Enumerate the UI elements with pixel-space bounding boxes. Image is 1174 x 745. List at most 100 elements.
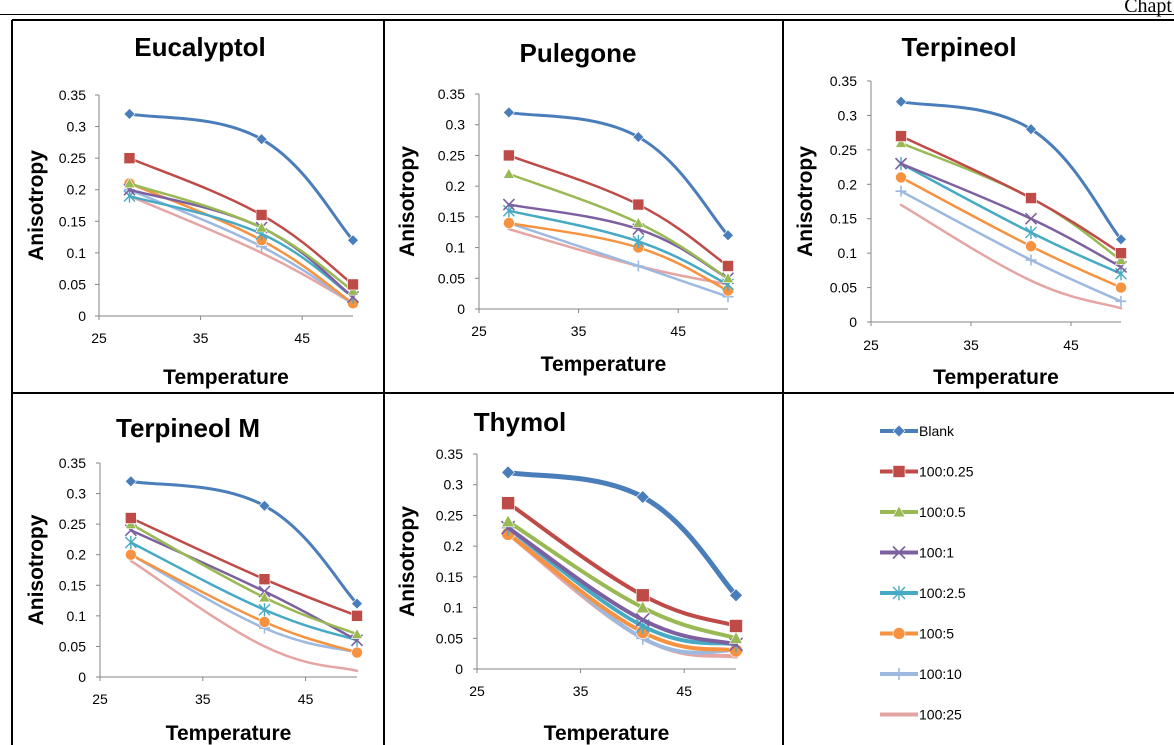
data-point	[258, 616, 271, 628]
x-tick-label: 35	[571, 323, 587, 339]
legend-label: 100:25	[919, 707, 962, 723]
y-tick-label: 0.3	[444, 477, 464, 493]
y-tick-label: 0.35	[59, 455, 86, 471]
x-tick-label: 35	[573, 683, 589, 699]
x-axis-label: Temperature	[166, 722, 292, 745]
y-tick-label: 0.2	[446, 178, 466, 194]
series-100-25	[128, 194, 355, 305]
data-point	[351, 610, 363, 622]
series-100-2-5	[124, 535, 363, 647]
legend-label: 100:10	[919, 666, 962, 682]
data-point	[895, 95, 907, 108]
series-blank	[895, 95, 1127, 246]
x-tick-label: 45	[1063, 337, 1079, 353]
y-tick-label: 0.1	[838, 245, 858, 261]
y-axis-label: Anisotropy	[396, 146, 419, 257]
legend-item-100-25: 100:25	[880, 707, 962, 723]
y-axis-label: Anisotropy	[25, 514, 48, 625]
series-line	[129, 559, 359, 673]
series-100-0-5	[124, 518, 364, 639]
legend-item-100-5: 100:5	[880, 626, 954, 642]
x-tick-label: 35	[193, 330, 209, 346]
data-point	[501, 496, 515, 510]
legend-item-100-2-5: 100:2.5	[880, 585, 966, 601]
y-tick-label: 0.25	[59, 150, 86, 166]
y-tick-label: 0.1	[67, 608, 87, 624]
y-tick-label: 0.3	[446, 117, 466, 133]
data-point	[895, 130, 907, 142]
y-tick-label: 0.2	[67, 547, 87, 563]
chart-title: Thymol	[474, 407, 566, 437]
legend-marker	[892, 424, 906, 438]
series-100-0-5	[501, 514, 744, 644]
x-tick-label: 25	[92, 691, 108, 707]
data-point	[255, 133, 268, 146]
y-tick-label: 0.15	[438, 209, 465, 225]
y-tick-label: 0.15	[59, 577, 86, 593]
data-point	[347, 278, 359, 291]
data-point	[351, 597, 363, 610]
series-line	[127, 112, 355, 242]
data-point	[635, 588, 650, 603]
series-100-5	[895, 171, 1127, 294]
data-point	[635, 600, 650, 614]
legend-item-100-0-5: 100:0.5	[880, 504, 966, 520]
y-axis-label: Anisotropy	[794, 146, 817, 257]
data-point	[255, 209, 268, 221]
data-point	[125, 548, 137, 561]
data-point	[632, 234, 645, 249]
y-tick-label: 0.3	[67, 486, 87, 502]
data-point	[635, 612, 650, 627]
data-point	[1025, 192, 1037, 204]
series-line	[128, 194, 355, 305]
series-blank	[502, 106, 734, 242]
series-line	[899, 141, 1123, 262]
series-line	[506, 525, 738, 647]
y-tick-label: 0.25	[436, 507, 463, 523]
y-axis-label: Anisotropy	[25, 150, 48, 261]
y-tick-label: 0	[849, 314, 857, 330]
chart-terpineol: 0 0.05 0.1 0.15 0.2 0.25 0.3 0.35 25 35 45 Terpineo…	[794, 32, 1128, 389]
legend: Blank 100:0.25 100:0.5 100:1 100:2.5 100:5 100…	[880, 423, 974, 723]
legend-label: 100:0.5	[919, 504, 966, 520]
running-header: Chapt	[1124, 0, 1172, 17]
y-tick-label: 0	[78, 308, 86, 324]
series-100-1	[894, 157, 1128, 273]
data-point	[502, 106, 515, 119]
series-100-0-25	[895, 130, 1127, 259]
series-line	[129, 553, 359, 654]
data-point	[1115, 233, 1127, 246]
data-point	[1025, 240, 1037, 253]
data-point	[502, 198, 515, 211]
data-point	[1115, 247, 1127, 259]
y-tick-label: 0.05	[59, 638, 86, 654]
series-100-5	[503, 217, 734, 297]
y-tick-label: 0.05	[438, 270, 465, 286]
data-point	[503, 149, 515, 162]
series-line	[899, 162, 1123, 276]
y-tick-label: 0	[78, 669, 86, 685]
series-line	[899, 176, 1123, 289]
y-tick-label: 0.25	[830, 142, 857, 158]
data-point	[1114, 253, 1128, 265]
series-100-0-25	[501, 496, 743, 633]
series-line	[899, 162, 1123, 269]
data-point	[632, 131, 645, 143]
series-100-0-5	[894, 136, 1128, 265]
series-blank	[124, 475, 363, 610]
data-point	[124, 475, 137, 488]
data-point	[894, 136, 908, 148]
data-point	[1025, 123, 1037, 136]
y-tick-label: 0.25	[59, 516, 86, 532]
legend-marker	[892, 465, 906, 478]
data-point	[722, 229, 734, 242]
data-point	[347, 234, 359, 247]
chart-thymol: 0 0.05 0.1 0.15 0.2 0.25 0.3 0.35 25 35 45 Thymol Te…	[396, 407, 744, 745]
series-100-5	[501, 527, 743, 658]
data-point	[501, 465, 516, 480]
chart-title: Eucalyptol	[134, 32, 265, 62]
series-line	[129, 553, 359, 654]
series-line	[129, 541, 359, 642]
data-point	[728, 631, 744, 644]
